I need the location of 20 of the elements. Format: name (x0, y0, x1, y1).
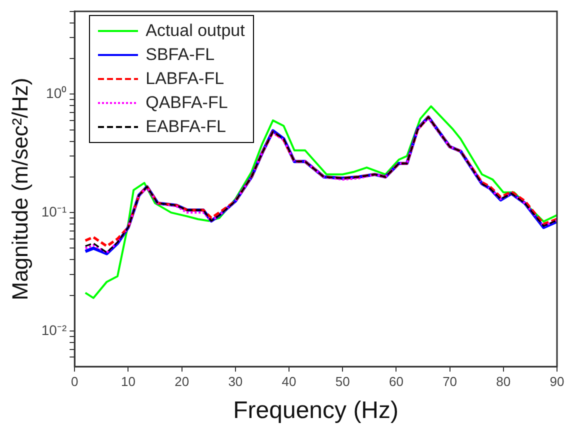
legend-label: Actual output (146, 21, 245, 42)
legend-label: LABFA-FL (146, 69, 224, 90)
x-tick-label: 50 (335, 374, 350, 389)
x-tick-label: 60 (388, 374, 404, 389)
y-axis-title: Magnitude (m/sec²/Hz) (7, 78, 32, 300)
x-tick-label: 20 (174, 374, 190, 389)
legend-label: EABFA-FL (146, 117, 226, 138)
y-tick-label: 10⁰ (46, 85, 67, 102)
x-axis-title: Frequency (Hz) (233, 397, 399, 424)
legend-label: SBFA-FL (146, 45, 215, 66)
y-tick-label: 10⁻¹ (41, 203, 67, 220)
x-tick-label: 80 (496, 374, 511, 389)
legend-label: QABFA-FL (146, 93, 228, 114)
x-tick-label: 70 (442, 374, 458, 389)
x-tick-label: 30 (228, 374, 243, 389)
x-tick-label: 10 (120, 374, 136, 389)
y-tick-label: 10⁻² (41, 322, 67, 338)
x-tick-label: 40 (282, 374, 296, 389)
x-tick-label: 90 (550, 374, 564, 389)
x-tick-label: 0 (71, 374, 78, 389)
